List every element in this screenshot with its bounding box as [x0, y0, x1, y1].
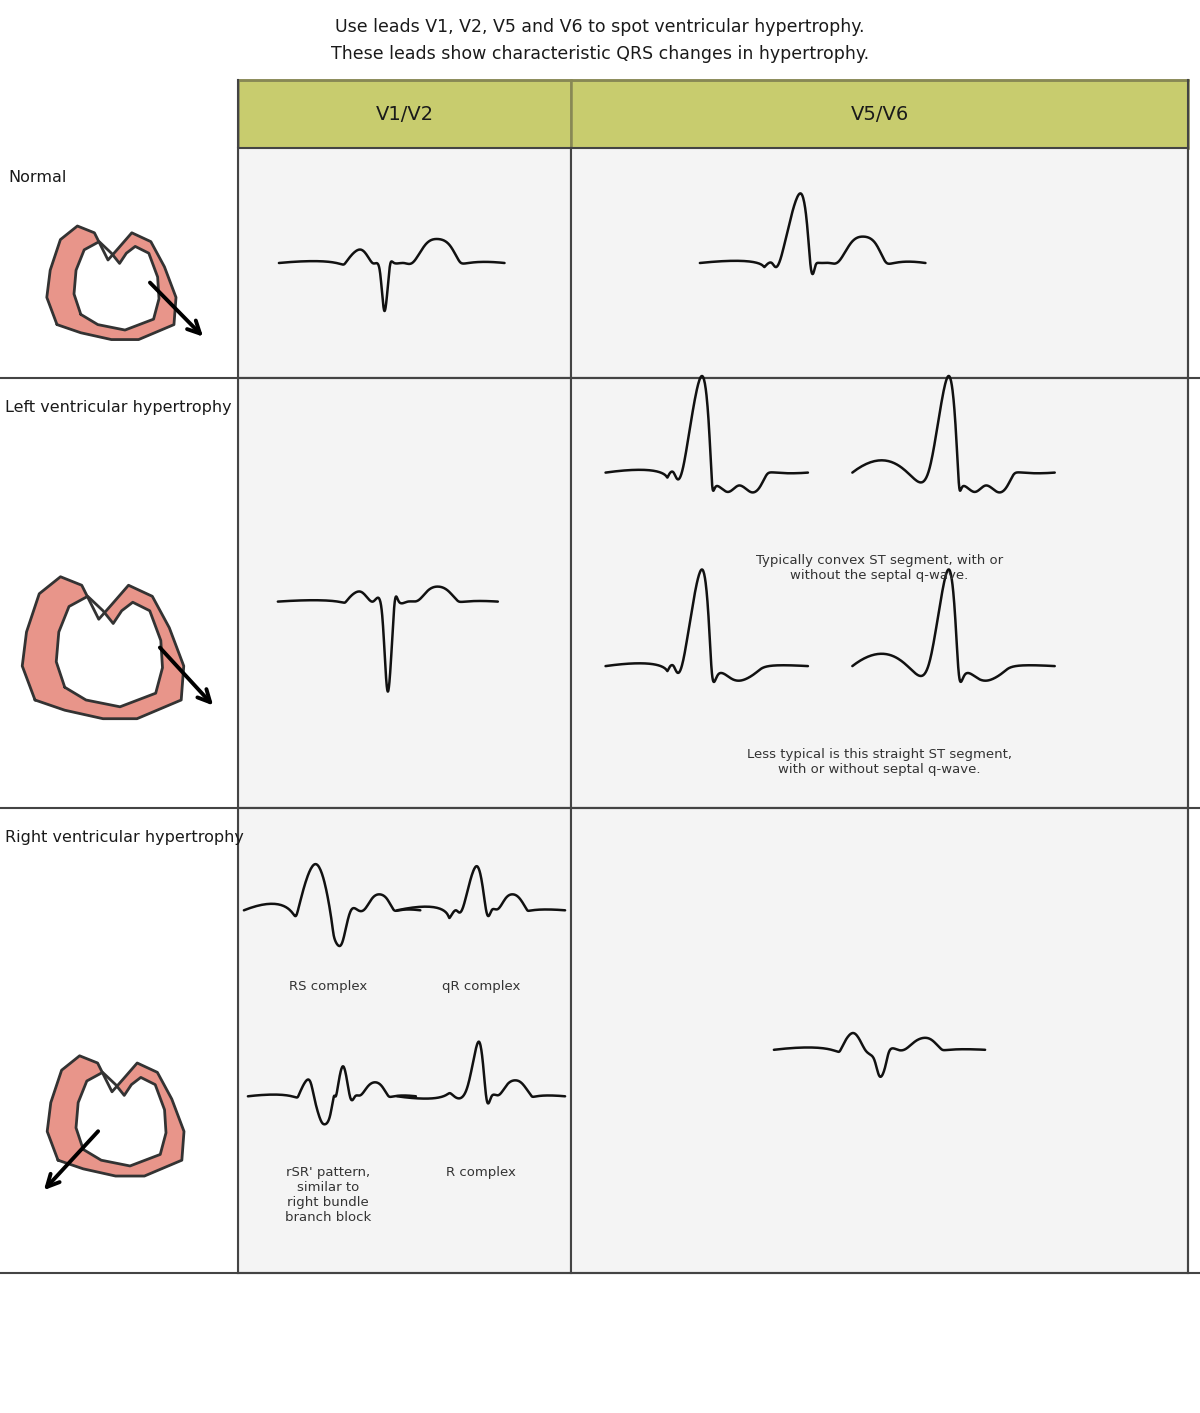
Bar: [238, 808, 571, 1273]
Text: Typically convex ST segment, with or
without the septal q-wave.: Typically convex ST segment, with or wit…: [756, 554, 1003, 582]
Text: These leads show characteristic QRS changes in hypertrophy.: These leads show characteristic QRS chan…: [331, 45, 869, 64]
Polygon shape: [56, 596, 162, 706]
Bar: [238, 379, 571, 808]
Text: Left ventricular hypertrophy: Left ventricular hypertrophy: [5, 400, 232, 415]
Bar: [238, 81, 571, 148]
Bar: [571, 379, 1188, 808]
Text: Right ventricular hypertrophy: Right ventricular hypertrophy: [5, 829, 244, 845]
Bar: [0, 379, 238, 808]
Text: RS complex: RS complex: [289, 981, 367, 993]
Text: V5/V6: V5/V6: [851, 105, 908, 123]
Polygon shape: [76, 1072, 166, 1166]
Bar: [238, 148, 571, 379]
Polygon shape: [74, 242, 158, 331]
Bar: [0, 808, 238, 1273]
Polygon shape: [47, 1056, 184, 1176]
Text: Normal: Normal: [8, 170, 66, 185]
Polygon shape: [23, 577, 184, 719]
Bar: [571, 81, 1188, 148]
Bar: [571, 808, 1188, 1273]
Polygon shape: [47, 226, 176, 339]
Text: V1/V2: V1/V2: [376, 105, 433, 123]
Text: R complex: R complex: [446, 1166, 516, 1178]
Bar: [571, 148, 1188, 379]
Text: Use leads V1, V2, V5 and V6 to spot ventricular hypertrophy.: Use leads V1, V2, V5 and V6 to spot vent…: [335, 18, 865, 35]
Text: Less typical is this straight ST segment,
with or without septal q-wave.: Less typical is this straight ST segment…: [746, 747, 1012, 776]
Bar: [0, 148, 238, 379]
Text: rSR' pattern,
similar to
right bundle
branch block: rSR' pattern, similar to right bundle br…: [284, 1166, 371, 1224]
Text: qR complex: qR complex: [442, 981, 521, 993]
